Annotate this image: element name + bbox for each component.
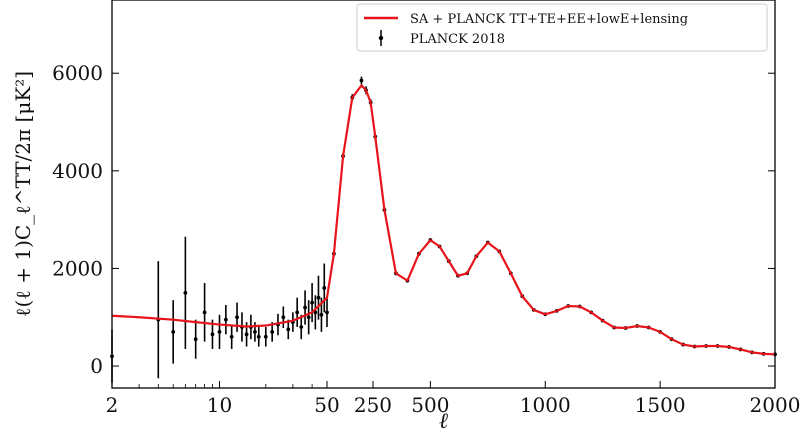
data-point [253,329,257,334]
legend-frame [356,3,768,52]
legend: SA + PLANCK TT+TE+EE+lowE+lensing PLANCK… [356,3,768,52]
legend-item-data: PLANCK 2018 [410,32,505,47]
data-point [303,305,307,310]
x-tick-label: 2000 [750,393,801,417]
data-point [263,334,268,339]
data-point [316,295,321,300]
data-point [223,317,228,322]
data-point [183,290,188,295]
legend-point-swatch [378,35,384,41]
x-tick-label: 10 [207,393,232,417]
data-point [325,310,329,315]
data-point [306,315,311,320]
data-point [359,78,364,83]
data-point [193,337,198,342]
data-point [244,332,249,337]
y-tick-label: 4000 [52,159,103,183]
data-layer [110,76,777,384]
data-point [286,327,291,332]
x-tick-label: 250 [354,393,392,417]
x-tick-label: 2 [106,393,119,417]
data-point [229,334,234,339]
model-line [111,84,776,356]
y-axis-label: ℓ(ℓ + 1)C_ℓ^TT/2π [μK²] [11,71,35,317]
data-point [319,312,324,317]
y-tick-label: 2000 [52,256,103,280]
y-tick-label: 6000 [52,61,103,85]
data-point [281,315,286,320]
x-axis-label: ℓ [439,409,449,434]
data-point [171,329,176,334]
y-tick-label: 0 [90,354,103,378]
axis-ticks: 2 10 50 250 500 1000 1500 2000 0 2000 4000 6000 [52,61,800,417]
data-point [295,310,300,315]
x-tick-label: 1000 [520,393,571,417]
data-point [210,332,215,337]
data-point [310,300,314,305]
plot-frame [111,0,776,389]
data-point [217,329,222,334]
legend-item-model: SA + PLANCK TT+TE+EE+lowE+lensing [410,12,688,27]
data-point [202,310,207,315]
x-tick-label: 1500 [635,393,686,417]
x-tick-label: 500 [411,393,449,417]
data-point [256,334,261,339]
data-point [235,315,239,320]
data-point [299,325,304,329]
x-tick-label: 50 [314,393,339,417]
data-point [270,329,275,334]
data-point [322,286,327,290]
